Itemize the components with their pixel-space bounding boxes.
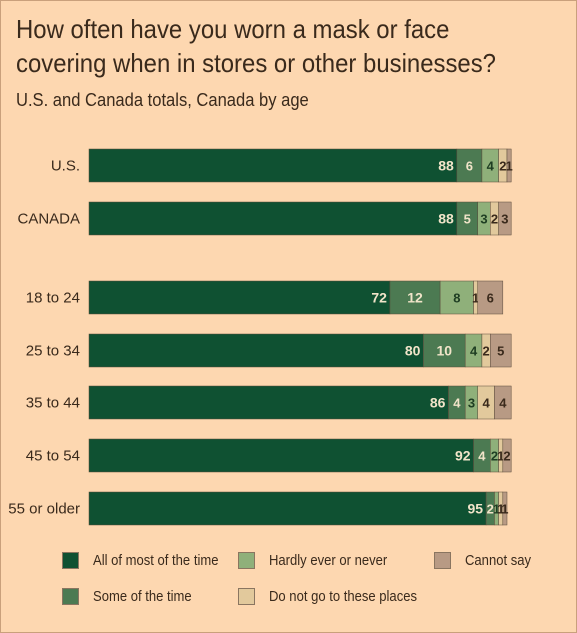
data-label: 88 [438, 211, 454, 227]
data-label: 4 [487, 159, 495, 174]
data-label: 2 [491, 449, 498, 464]
legend-item: Do not go to these places [238, 588, 433, 605]
data-label: 6 [487, 291, 494, 306]
category-label: 55 or older [8, 501, 80, 518]
data-label: 4 [499, 396, 507, 411]
bar-segment [88, 438, 474, 473]
bar-segment [490, 333, 512, 368]
data-label: 4 [482, 396, 490, 411]
bar-segment [88, 280, 391, 315]
legend-label: Do not go to these places [269, 588, 418, 605]
legend-label: Some of the time [93, 588, 192, 605]
legend-swatch [238, 552, 255, 569]
data-label: 6 [466, 159, 473, 174]
data-label: 1 [472, 291, 479, 306]
data-label: 1 [497, 502, 504, 517]
data-label: 3 [501, 212, 508, 227]
legend-swatch [238, 588, 255, 605]
category-label: 35 to 44 [26, 395, 80, 412]
data-label: 2 [482, 344, 489, 359]
category-label: 18 to 24 [26, 290, 80, 307]
bar-segment [88, 385, 449, 420]
legend-swatch [62, 552, 79, 569]
bar-segment [88, 148, 458, 183]
legend-label: All of most of the time [93, 552, 219, 569]
category-label: 45 to 54 [26, 448, 80, 465]
data-label: 5 [497, 344, 504, 359]
bar-segment [498, 201, 512, 236]
bar-segment [88, 201, 458, 236]
legend-swatch [62, 588, 79, 605]
data-label: 10 [437, 343, 453, 359]
data-label: 86 [430, 395, 446, 411]
bar-segment [88, 491, 487, 526]
data-label: 2 [491, 212, 498, 227]
data-label: 3 [480, 212, 487, 227]
data-label: 4 [478, 449, 486, 464]
data-label: 12 [407, 290, 423, 306]
chart-title: How often have you worn a mask or face c… [16, 14, 496, 78]
bar-segment [439, 280, 474, 315]
category-label: 25 to 34 [26, 343, 80, 360]
legend-item: All of most of the time [62, 552, 232, 569]
bar-segment [502, 438, 512, 473]
bar-segment [389, 280, 441, 315]
legend-label: Cannot say [465, 552, 532, 569]
category-label: U.S. [51, 158, 80, 175]
data-label: 72 [371, 290, 387, 306]
data-label: 8 [453, 291, 460, 306]
bar-segment [477, 280, 504, 315]
legend-item: Some of the time [62, 588, 203, 605]
data-label: 4 [470, 344, 478, 359]
bar-segment [494, 385, 512, 420]
category-label: CANADA [17, 211, 80, 228]
bar-segment [506, 148, 512, 183]
bar-segment [423, 333, 466, 368]
bar-segment [502, 491, 508, 526]
data-label: 2 [503, 449, 510, 464]
data-label: 1 [493, 502, 500, 517]
legend-item: Cannot say [434, 552, 538, 569]
data-label: 80 [405, 343, 421, 359]
data-label: 4 [453, 396, 461, 411]
legend-swatch [434, 552, 451, 569]
data-label: 3 [468, 396, 475, 411]
data-label: 1 [497, 449, 504, 464]
data-label: 5 [464, 212, 471, 227]
legend-label: Hardly ever or never [269, 552, 388, 569]
data-label: 88 [438, 158, 454, 174]
data-label: 92 [455, 448, 471, 464]
chart-legend: All of most of the time Some of the time H… [62, 552, 562, 622]
data-label: 2 [487, 502, 494, 517]
bar-segment [88, 333, 424, 368]
data-label: 1 [505, 159, 512, 174]
data-label: 2 [499, 159, 506, 174]
chart-subtitle: U.S. and Canada totals, Canada by age [16, 90, 309, 110]
data-label: 95 [468, 501, 484, 517]
legend-item: Hardly ever or never [238, 552, 400, 569]
data-label: 1 [501, 502, 508, 517]
